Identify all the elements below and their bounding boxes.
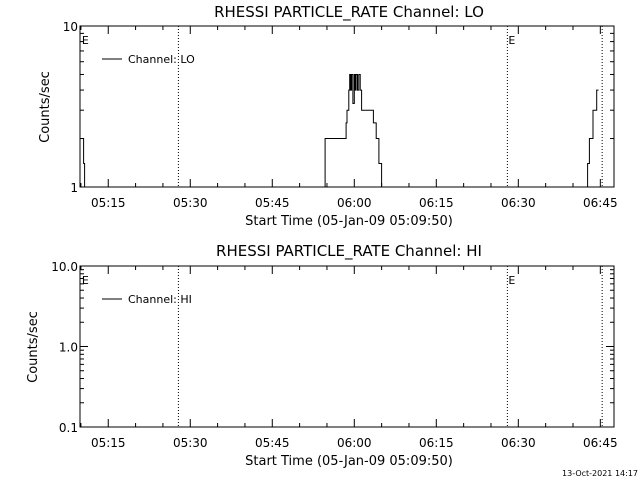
series-line (586, 89, 599, 188)
panel-hi: RHESSI PARTICLE_RATE Channel: HI Start T… (26, 242, 618, 469)
event-flag-label: E (82, 34, 89, 47)
panel-lo-ylabel: Counts/sec (38, 71, 53, 143)
x-tick-label: 06:15 (419, 196, 454, 210)
x-tick-label: 06:30 (501, 196, 536, 210)
x-tick-label: 06:30 (501, 436, 536, 450)
x-tick-label: 05:30 (173, 196, 208, 210)
panel-lo: RHESSI PARTICLE_RATE Channel: LO Start T… (38, 3, 618, 229)
x-tick-label: 06:45 (583, 196, 618, 210)
panel-hi-title: RHESSI PARTICLE_RATE Channel: HI (216, 242, 482, 261)
x-tick-label: 05:15 (91, 196, 126, 210)
x-tick-label: 05:45 (255, 436, 290, 450)
panel-hi-xlabel: Start Time (05-Jan-09 05:09:50) (245, 454, 453, 469)
series-line (80, 138, 88, 188)
x-tick-label: 06:00 (337, 196, 372, 210)
x-tick-label: 05:45 (255, 196, 290, 210)
event-flag-label: E (82, 274, 89, 287)
y-tick-label: 10 (63, 20, 78, 34)
y-tick-label: 0.1 (59, 421, 78, 435)
x-tick-label: 05:30 (173, 436, 208, 450)
legend-entry: Channel: HI (128, 293, 192, 306)
x-tick-label: 06:00 (337, 436, 372, 450)
panel-lo-title: RHESSI PARTICLE_RATE Channel: LO (214, 3, 484, 22)
x-tick-label: 05:15 (91, 436, 126, 450)
footer-timestamp: 13-Oct-2021 14:17 (562, 469, 638, 478)
legend-entry: Channel: LO (128, 53, 195, 66)
series-line (324, 74, 383, 188)
y-tick-label: 1.0 (59, 341, 78, 355)
x-tick-label: 06:45 (583, 436, 618, 450)
x-tick-label: 06:15 (419, 436, 454, 450)
panel-lo-axes-frame (79, 25, 615, 188)
panel-lo-xlabel: Start Time (05-Jan-09 05:09:50) (245, 214, 453, 229)
event-flag-label: E (508, 34, 515, 47)
panel-hi-ylabel: Counts/sec (26, 311, 41, 383)
y-tick-label: 10.0 (51, 260, 78, 274)
panel-lo-plot-area: 05:15 05:30 05:45 06:00 06:15 06:30 06:45 1 10 E E… (63, 20, 618, 210)
event-flag-label: E (508, 274, 515, 287)
panel-hi-plot-area: 05:15 05:30 05:45 06:00 06:15 06:30 06:45 0.1 1.… (51, 260, 617, 450)
y-tick-label: 1 (70, 181, 78, 195)
